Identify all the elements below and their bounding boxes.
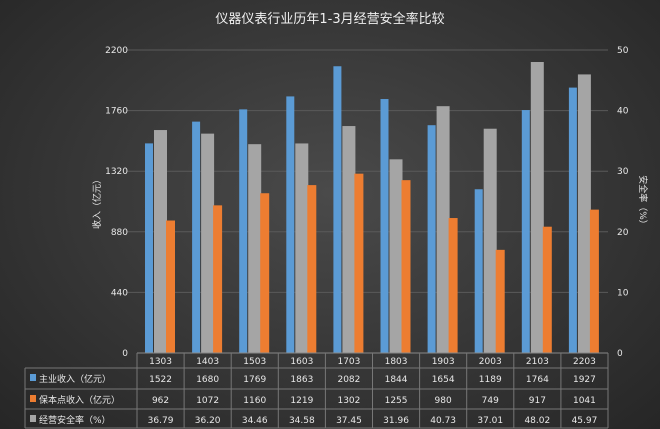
data-table-cell: 1863 [290, 375, 313, 385]
bar-left-2203 [589, 209, 599, 353]
data-table-cell: 2082 [337, 375, 360, 385]
bar-left-1603 [286, 96, 295, 353]
legend-swatch [30, 415, 36, 422]
bar-right-1803 [389, 159, 403, 353]
data-table-cell: 1302 [337, 396, 360, 406]
bar-left-2003 [495, 249, 505, 353]
data-table-cell: 1654 [432, 375, 455, 385]
legend-swatch [30, 374, 36, 381]
bar-right-2203 [577, 74, 591, 353]
data-table-cell: 749 [482, 396, 499, 406]
bar-left-2003 [474, 189, 483, 353]
bar-left-1303 [145, 143, 153, 353]
category-label: 1903 [432, 357, 455, 367]
bar-right-1503 [248, 144, 262, 353]
bar-left-1903 [427, 125, 436, 353]
data-table-cell: 1189 [479, 375, 502, 385]
data-table-cell: 48.02 [524, 416, 550, 426]
bar-left-1803 [401, 180, 411, 353]
bar-left-1503 [239, 109, 248, 354]
data-table-cell: 1160 [243, 396, 266, 406]
category-label: 1403 [196, 357, 219, 367]
y-axis-label: 收入（亿元） [91, 175, 103, 229]
data-table-cell: 917 [529, 396, 546, 406]
legend-swatch [30, 395, 36, 402]
y-tick-label: 2200 [105, 46, 128, 56]
legend-label: 经营安全率（%） [39, 414, 111, 426]
bar-right-1703 [342, 126, 356, 353]
data-table-cell: 37.45 [336, 416, 362, 426]
bar-right-1303 [154, 130, 167, 353]
data-table-cell: 31.96 [383, 416, 409, 426]
data-table-cell: 1255 [385, 396, 408, 406]
y2-tick-label: 50 [617, 46, 629, 56]
legend-label: 保本点收入（亿元） [39, 394, 120, 406]
data-table-cell: 1072 [196, 396, 219, 406]
category-label: 2003 [479, 357, 502, 367]
data-table-cell: 1522 [149, 375, 172, 385]
y2-tick-label: 0 [617, 349, 623, 359]
bar-left-1703 [354, 173, 364, 353]
y2-tick-label: 30 [617, 167, 629, 177]
data-table-cell: 34.46 [242, 416, 268, 426]
category-label: 1803 [385, 357, 408, 367]
bar-right-1603 [295, 143, 309, 353]
y2-axis-label: 安全率（%） [637, 175, 649, 229]
category-label: 1703 [337, 357, 360, 367]
bar-left-1803 [380, 99, 389, 353]
data-table-cell: 1764 [526, 375, 549, 385]
bar-left-2203 [568, 87, 577, 353]
data-table-cell: 1927 [573, 375, 596, 385]
data-table-cell: 36.20 [195, 416, 221, 426]
y2-tick-label: 20 [617, 228, 629, 238]
data-table-cell: 962 [152, 396, 169, 406]
category-label: 1603 [290, 357, 313, 367]
data-table-cell: 1844 [385, 375, 408, 385]
bar-left-2103 [521, 110, 530, 353]
data-table-cell: 1041 [573, 396, 596, 406]
bar-right-1403 [201, 133, 215, 353]
legend-label: 主业收入（亿元） [39, 373, 111, 385]
y-tick-label: 1760 [105, 107, 128, 117]
bar-left-1503 [260, 193, 270, 353]
bar-right-2103 [530, 61, 544, 353]
data-table-cell: 34.58 [289, 416, 315, 426]
category-label: 1303 [149, 357, 172, 367]
data-table-cell: 1219 [290, 396, 313, 406]
y2-tick-label: 40 [617, 107, 629, 117]
category-label: 1503 [243, 357, 266, 367]
data-table-cell: 45.97 [572, 416, 598, 426]
y2-tick-label: 10 [617, 288, 629, 298]
data-table-cell: 1769 [243, 375, 266, 385]
bar-left-1603 [307, 185, 317, 353]
bar-right-2003 [483, 128, 497, 353]
y-tick-label: 440 [111, 288, 128, 298]
bar-right-1903 [436, 106, 450, 353]
bar-left-1303 [166, 220, 175, 353]
y-tick-label: 0 [122, 349, 128, 359]
bar-left-1403 [192, 121, 201, 353]
category-label: 2203 [573, 357, 596, 367]
category-label: 2103 [526, 357, 549, 367]
chart-title: 仪器仪表行业历年1-3月经营安全率比较 [215, 11, 444, 27]
bar-left-1903 [448, 218, 458, 353]
y-tick-label: 1320 [105, 167, 128, 177]
data-table-cell: 1680 [196, 375, 219, 385]
data-table-cell: 37.01 [477, 416, 503, 426]
data-table-cell: 36.79 [148, 416, 174, 426]
data-table-cell: 40.73 [430, 416, 456, 426]
data-table-cell: 980 [435, 396, 452, 406]
bar-left-1703 [333, 66, 342, 353]
bar-left-1403 [213, 205, 223, 353]
bar-left-2103 [542, 226, 552, 353]
y-tick-label: 880 [111, 228, 128, 238]
